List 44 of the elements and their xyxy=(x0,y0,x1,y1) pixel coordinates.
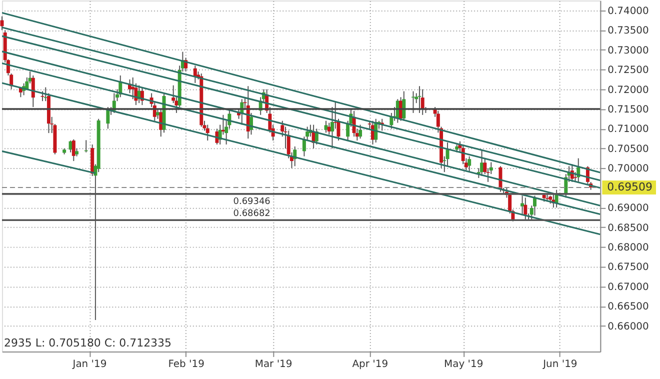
y-tick-label: 0.68000 xyxy=(608,242,649,254)
y-tick-label: 0.67000 xyxy=(608,282,649,293)
candlestick xyxy=(72,138,76,162)
y-tick-label: 0.68500 xyxy=(608,222,649,234)
candlestick xyxy=(31,74,35,108)
candlestick xyxy=(327,122,331,136)
candlestick xyxy=(418,86,422,114)
candlestick xyxy=(44,86,48,102)
y-tick-label: 0.73000 xyxy=(608,45,649,56)
candlestick xyxy=(302,136,306,157)
y-tick-label: 0.74000 xyxy=(608,6,649,17)
x-tick-label: Mar '19 xyxy=(254,358,292,370)
ref-line-label: 0.69509 xyxy=(607,180,652,194)
y-tick-label: 0.66000 xyxy=(608,321,649,332)
x-tick-label: Jun '19 xyxy=(542,358,578,370)
x-tick-label: Feb '19 xyxy=(168,358,204,370)
ref-line-label: 0.68682 xyxy=(233,209,270,220)
candlestick xyxy=(330,106,334,149)
y-tick-label: 0.72000 xyxy=(608,84,649,96)
y-tick-label: 0.69000 xyxy=(608,203,649,214)
y-tick-label: 0.70500 xyxy=(608,144,649,155)
candlestick xyxy=(324,120,328,134)
annotation: 2935 L: 0.705180 C: 0.712335 xyxy=(4,336,172,350)
candlestick xyxy=(40,90,44,102)
candlestick xyxy=(358,124,362,140)
candlestick xyxy=(420,88,424,116)
y-tick-label: 0.73500 xyxy=(608,26,649,37)
candlestick xyxy=(193,65,197,84)
candlestick xyxy=(159,108,163,138)
y-tick-label: 0.66500 xyxy=(608,302,649,313)
x-tick-label: Apr '19 xyxy=(352,358,388,370)
x-tick-label: Jan '19 xyxy=(72,358,107,370)
y-tick-label: 0.71000 xyxy=(608,124,649,136)
y-tick-label: 0.70000 xyxy=(608,164,649,175)
x-tick-label: May '19 xyxy=(444,358,484,370)
ref-line-label: 0.69346 xyxy=(233,196,271,207)
candlestick xyxy=(402,90,406,122)
y-tick-label: 0.71500 xyxy=(608,104,649,116)
candlestick xyxy=(206,124,210,142)
y-tick-label: 0.72500 xyxy=(608,65,649,76)
candlestick xyxy=(306,126,310,142)
candlestick xyxy=(0,16,4,31)
candlestick xyxy=(468,156,472,173)
y-tick-label: 0.67500 xyxy=(608,262,649,274)
